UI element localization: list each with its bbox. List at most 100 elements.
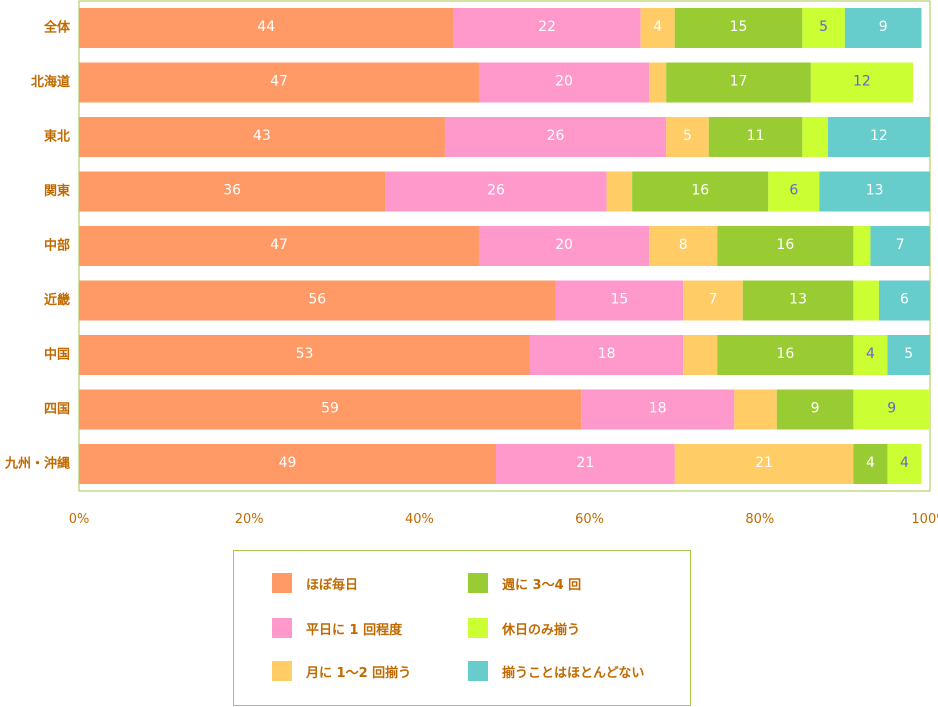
bar-segment — [632, 171, 769, 212]
category-label: 全体 — [43, 20, 71, 36]
bar-segment — [79, 62, 479, 103]
bar-value-label: 4 — [900, 455, 909, 471]
category-label: 九州・沖縄 — [4, 456, 70, 472]
legend-item: 週に 3～4 回 — [468, 573, 581, 593]
legend-item: ほぼ毎日 — [272, 573, 358, 593]
x-tick-label: 100% — [911, 512, 938, 527]
bar-value-label: 36 — [223, 183, 241, 199]
bar-value-label: 21 — [576, 455, 594, 471]
legend-item: 平日に 1 回程度 — [272, 618, 402, 638]
x-tick-label: 20% — [235, 512, 264, 527]
bar-value-label: 18 — [598, 346, 616, 362]
bar-segment — [444, 117, 667, 157]
bar-segment — [802, 117, 828, 157]
bar-segment — [79, 8, 454, 48]
bar-segment — [674, 8, 803, 48]
bar-segment — [819, 171, 930, 212]
bar-value-label: 26 — [547, 128, 565, 144]
bar-segment — [79, 280, 556, 321]
legend-swatch — [468, 661, 488, 681]
bar-segment — [887, 444, 922, 484]
bar-segment — [853, 280, 879, 321]
legend-item: 休日のみ揃う — [468, 618, 580, 638]
bar-value-label: 49 — [279, 455, 297, 471]
bar-segment — [478, 62, 650, 103]
bar-value-label: 9 — [879, 19, 888, 35]
category-label: 近畿 — [44, 292, 70, 308]
bar-segment — [742, 280, 854, 321]
category-label: 中国 — [44, 347, 70, 363]
bar-segment — [870, 226, 930, 266]
bar-segment — [649, 226, 718, 266]
bar-segment — [810, 62, 913, 103]
bar-segment — [640, 8, 675, 48]
bar-segment — [708, 117, 803, 157]
bar-value-label: 6 — [789, 183, 798, 199]
x-tick-label: 60% — [575, 512, 604, 527]
x-tick-label: 0% — [69, 512, 90, 527]
bar-value-label: 13 — [866, 183, 884, 199]
bar-value-label: 15 — [730, 19, 748, 35]
bar-value-label: 20 — [555, 74, 573, 90]
legend-swatch — [272, 573, 292, 593]
bar-segment — [853, 226, 871, 266]
legend-label: ほぼ毎日 — [306, 577, 359, 593]
bar-value-label: 5 — [819, 19, 828, 35]
bar-segment — [649, 62, 667, 103]
bar-segment — [478, 226, 650, 266]
bar-segment — [606, 171, 633, 212]
bar-segment — [717, 226, 854, 266]
bar-segment — [683, 335, 718, 375]
bar-segment — [853, 389, 930, 430]
bar-value-label: 22 — [538, 19, 556, 35]
bar-value-label: 13 — [789, 292, 807, 308]
legend-item: 揃うことはほとんどない — [468, 661, 644, 681]
bar-value-label: 21 — [755, 455, 773, 471]
bar-value-label: 8 — [679, 237, 688, 253]
bar-segment — [79, 226, 479, 266]
legend-label: 休日のみ揃う — [502, 622, 581, 638]
bar-value-label: 12 — [853, 74, 871, 90]
bar-segment — [878, 280, 930, 321]
bar-segment — [853, 335, 888, 375]
bar-segment — [734, 389, 777, 430]
legend-label: 月に 1～2 回揃う — [306, 665, 412, 681]
x-tick-label: 80% — [745, 512, 774, 527]
bar-value-label: 47 — [270, 74, 288, 90]
bar-segment — [776, 389, 854, 430]
bar-segment — [674, 444, 854, 484]
legend-swatch — [468, 573, 488, 593]
category-label: 関東 — [44, 183, 70, 199]
bar-value-label: 4 — [866, 346, 875, 362]
bar-value-label: 15 — [610, 292, 628, 308]
chart-legend: ほぼ毎日 週に 3～4 回 平日に 1 回程度 休日のみ揃う 月に 1～2 回揃… — [233, 550, 691, 706]
legend-swatch — [272, 618, 292, 638]
bar-segment — [79, 389, 582, 430]
bar-segment — [79, 117, 445, 157]
bar-segment — [844, 8, 922, 48]
bar-segment — [802, 8, 845, 48]
bar-segment — [79, 335, 531, 375]
bar-segment — [453, 8, 641, 48]
bar-value-label: 20 — [555, 237, 573, 253]
bar-value-label: 7 — [709, 292, 718, 308]
bar-segment — [683, 280, 743, 321]
bar-value-label: 6 — [900, 292, 909, 308]
bar-value-label: 12 — [870, 128, 888, 144]
bar-value-label: 4 — [653, 19, 662, 35]
bar-value-label: 9 — [811, 401, 820, 417]
bar-segment — [666, 62, 811, 103]
bar-value-label: 9 — [887, 401, 896, 417]
bar-segment — [887, 335, 930, 375]
legend-item: 月に 1～2 回揃う — [272, 661, 411, 681]
bar-segment — [581, 389, 735, 430]
bar-value-label: 17 — [730, 74, 748, 90]
category-label: 北海道 — [31, 74, 70, 90]
bar-value-label: 16 — [691, 183, 709, 199]
category-label: 東北 — [44, 129, 70, 145]
bar-segment — [717, 335, 854, 375]
bar-value-label: 53 — [296, 346, 314, 362]
legend-label: 週に 3～4 回 — [502, 577, 582, 593]
bar-segment — [768, 171, 820, 212]
